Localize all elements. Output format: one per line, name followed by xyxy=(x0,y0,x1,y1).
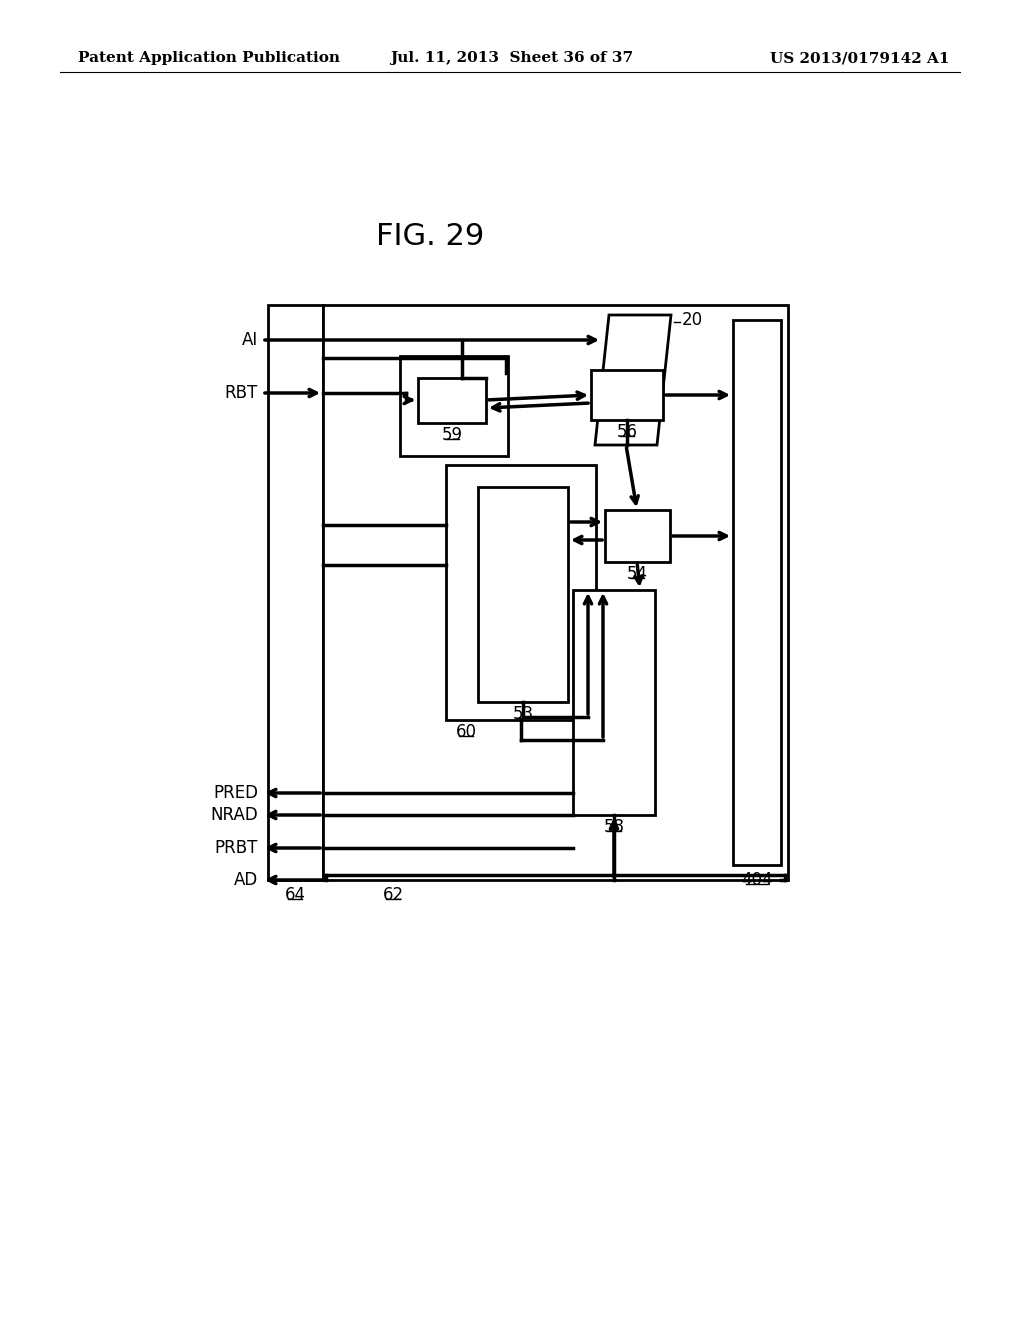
Bar xyxy=(478,487,568,702)
Text: Jul. 11, 2013  Sheet 36 of 37: Jul. 11, 2013 Sheet 36 of 37 xyxy=(390,51,634,65)
Text: AI: AI xyxy=(242,331,258,348)
Text: 56: 56 xyxy=(616,422,638,441)
Bar xyxy=(446,465,596,719)
Text: 20: 20 xyxy=(682,312,703,329)
Text: FIG. 29: FIG. 29 xyxy=(376,222,484,251)
Text: 58: 58 xyxy=(603,818,625,836)
Text: 59: 59 xyxy=(441,426,463,444)
Text: NRAD: NRAD xyxy=(210,807,258,824)
Bar xyxy=(418,378,486,422)
Bar xyxy=(400,356,508,455)
Text: 62: 62 xyxy=(382,886,403,904)
Text: RBT: RBT xyxy=(224,384,258,403)
Text: PRED: PRED xyxy=(213,784,258,803)
Bar xyxy=(268,305,323,880)
Text: 60: 60 xyxy=(456,723,476,741)
Text: AD: AD xyxy=(233,871,258,888)
Bar xyxy=(323,305,788,880)
Bar xyxy=(573,590,655,814)
Polygon shape xyxy=(595,315,671,445)
Text: 53: 53 xyxy=(512,705,534,723)
Text: 404: 404 xyxy=(741,871,773,888)
Bar xyxy=(733,319,781,865)
Text: Patent Application Publication: Patent Application Publication xyxy=(78,51,340,65)
Bar xyxy=(591,370,663,420)
Text: 64: 64 xyxy=(285,886,305,904)
Text: PRBT: PRBT xyxy=(215,840,258,857)
Bar xyxy=(605,510,670,562)
Text: 54: 54 xyxy=(627,565,647,583)
Text: US 2013/0179142 A1: US 2013/0179142 A1 xyxy=(770,51,950,65)
